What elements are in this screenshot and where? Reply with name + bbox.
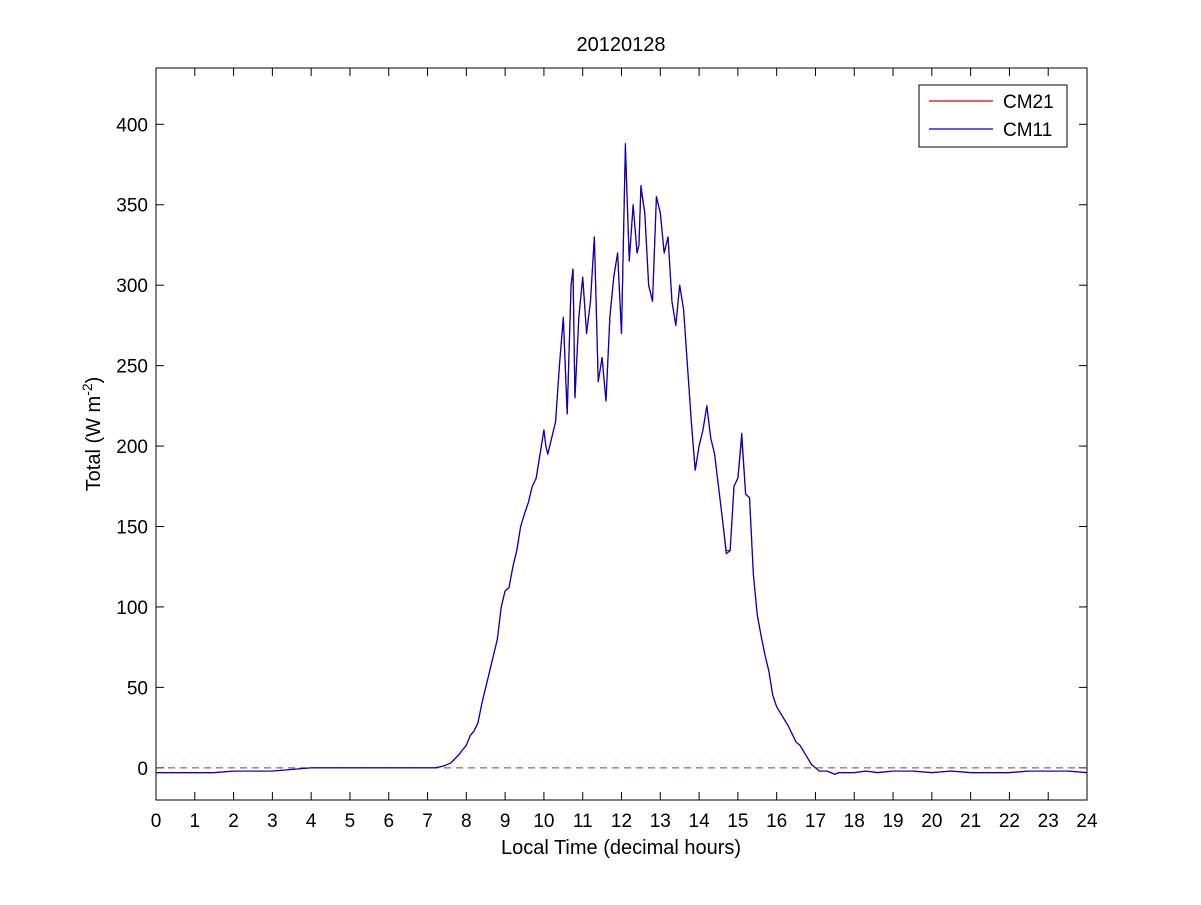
x-tick-label: 4 <box>306 811 317 832</box>
y-axis-title-superscript: -2 <box>79 383 95 396</box>
x-tick-label: 19 <box>882 811 903 832</box>
x-tick-label: 20 <box>921 811 942 832</box>
y-axis-title-main: Total (W m <box>83 396 105 492</box>
x-tick-label: 22 <box>999 811 1020 832</box>
x-tick-label: 1 <box>190 811 201 832</box>
chart-title: 20120128 <box>577 34 666 56</box>
x-axis-title: Local Time (decimal hours) <box>501 837 741 859</box>
x-tick-label: 8 <box>461 811 472 832</box>
x-tick-label: 12 <box>611 811 632 832</box>
y-tick-label: 200 <box>116 437 148 458</box>
y-axis-title-suffix: ) <box>83 377 105 384</box>
x-tick-label: 17 <box>805 811 826 832</box>
x-tick-label: 14 <box>689 811 711 832</box>
x-tick-label: 13 <box>650 811 671 832</box>
y-tick-label: 0 <box>137 759 148 780</box>
x-tick-label: 24 <box>1076 811 1098 832</box>
legend-box <box>918 84 1068 148</box>
y-tick-label: 50 <box>127 678 148 699</box>
x-tick-label: 9 <box>500 811 511 832</box>
x-tick-label: 23 <box>1038 811 1059 832</box>
y-tick-label: 100 <box>116 598 148 619</box>
y-tick-label: 150 <box>116 518 148 539</box>
y-tick-label: 400 <box>116 115 148 136</box>
y-tick-label: 300 <box>116 276 148 297</box>
x-tick-label: 5 <box>345 811 356 832</box>
x-tick-label: 10 <box>533 811 554 832</box>
x-tick-label: 3 <box>267 811 278 832</box>
x-tick-label: 16 <box>766 811 787 832</box>
legend-label-cm21: CM21 <box>1003 92 1054 113</box>
y-tick-label: 250 <box>116 357 148 378</box>
x-tick-label: 18 <box>844 811 865 832</box>
y-axis-title: Total (W m-2) <box>79 377 105 492</box>
legend: CM21 CM11 <box>918 84 1068 148</box>
x-tick-label: 2 <box>228 811 239 832</box>
series-line-cm11 <box>156 143 1088 775</box>
x-tick-label: 6 <box>383 811 394 832</box>
legend-label-cm11: CM11 <box>1003 120 1052 141</box>
x-tick-label: 0 <box>151 811 162 832</box>
x-tick-label: 11 <box>573 811 593 832</box>
x-tick-label: 7 <box>422 811 433 832</box>
x-tick-label: 21 <box>960 811 981 832</box>
plot-area: 0 1 2 3 4 5 6 7 8 9 10 11 12 13 14 15 16 17 18 19 20 21 22 23 24… <box>116 67 1098 832</box>
x-tick-label: 15 <box>727 811 748 832</box>
y-tick-label: 350 <box>116 196 148 217</box>
